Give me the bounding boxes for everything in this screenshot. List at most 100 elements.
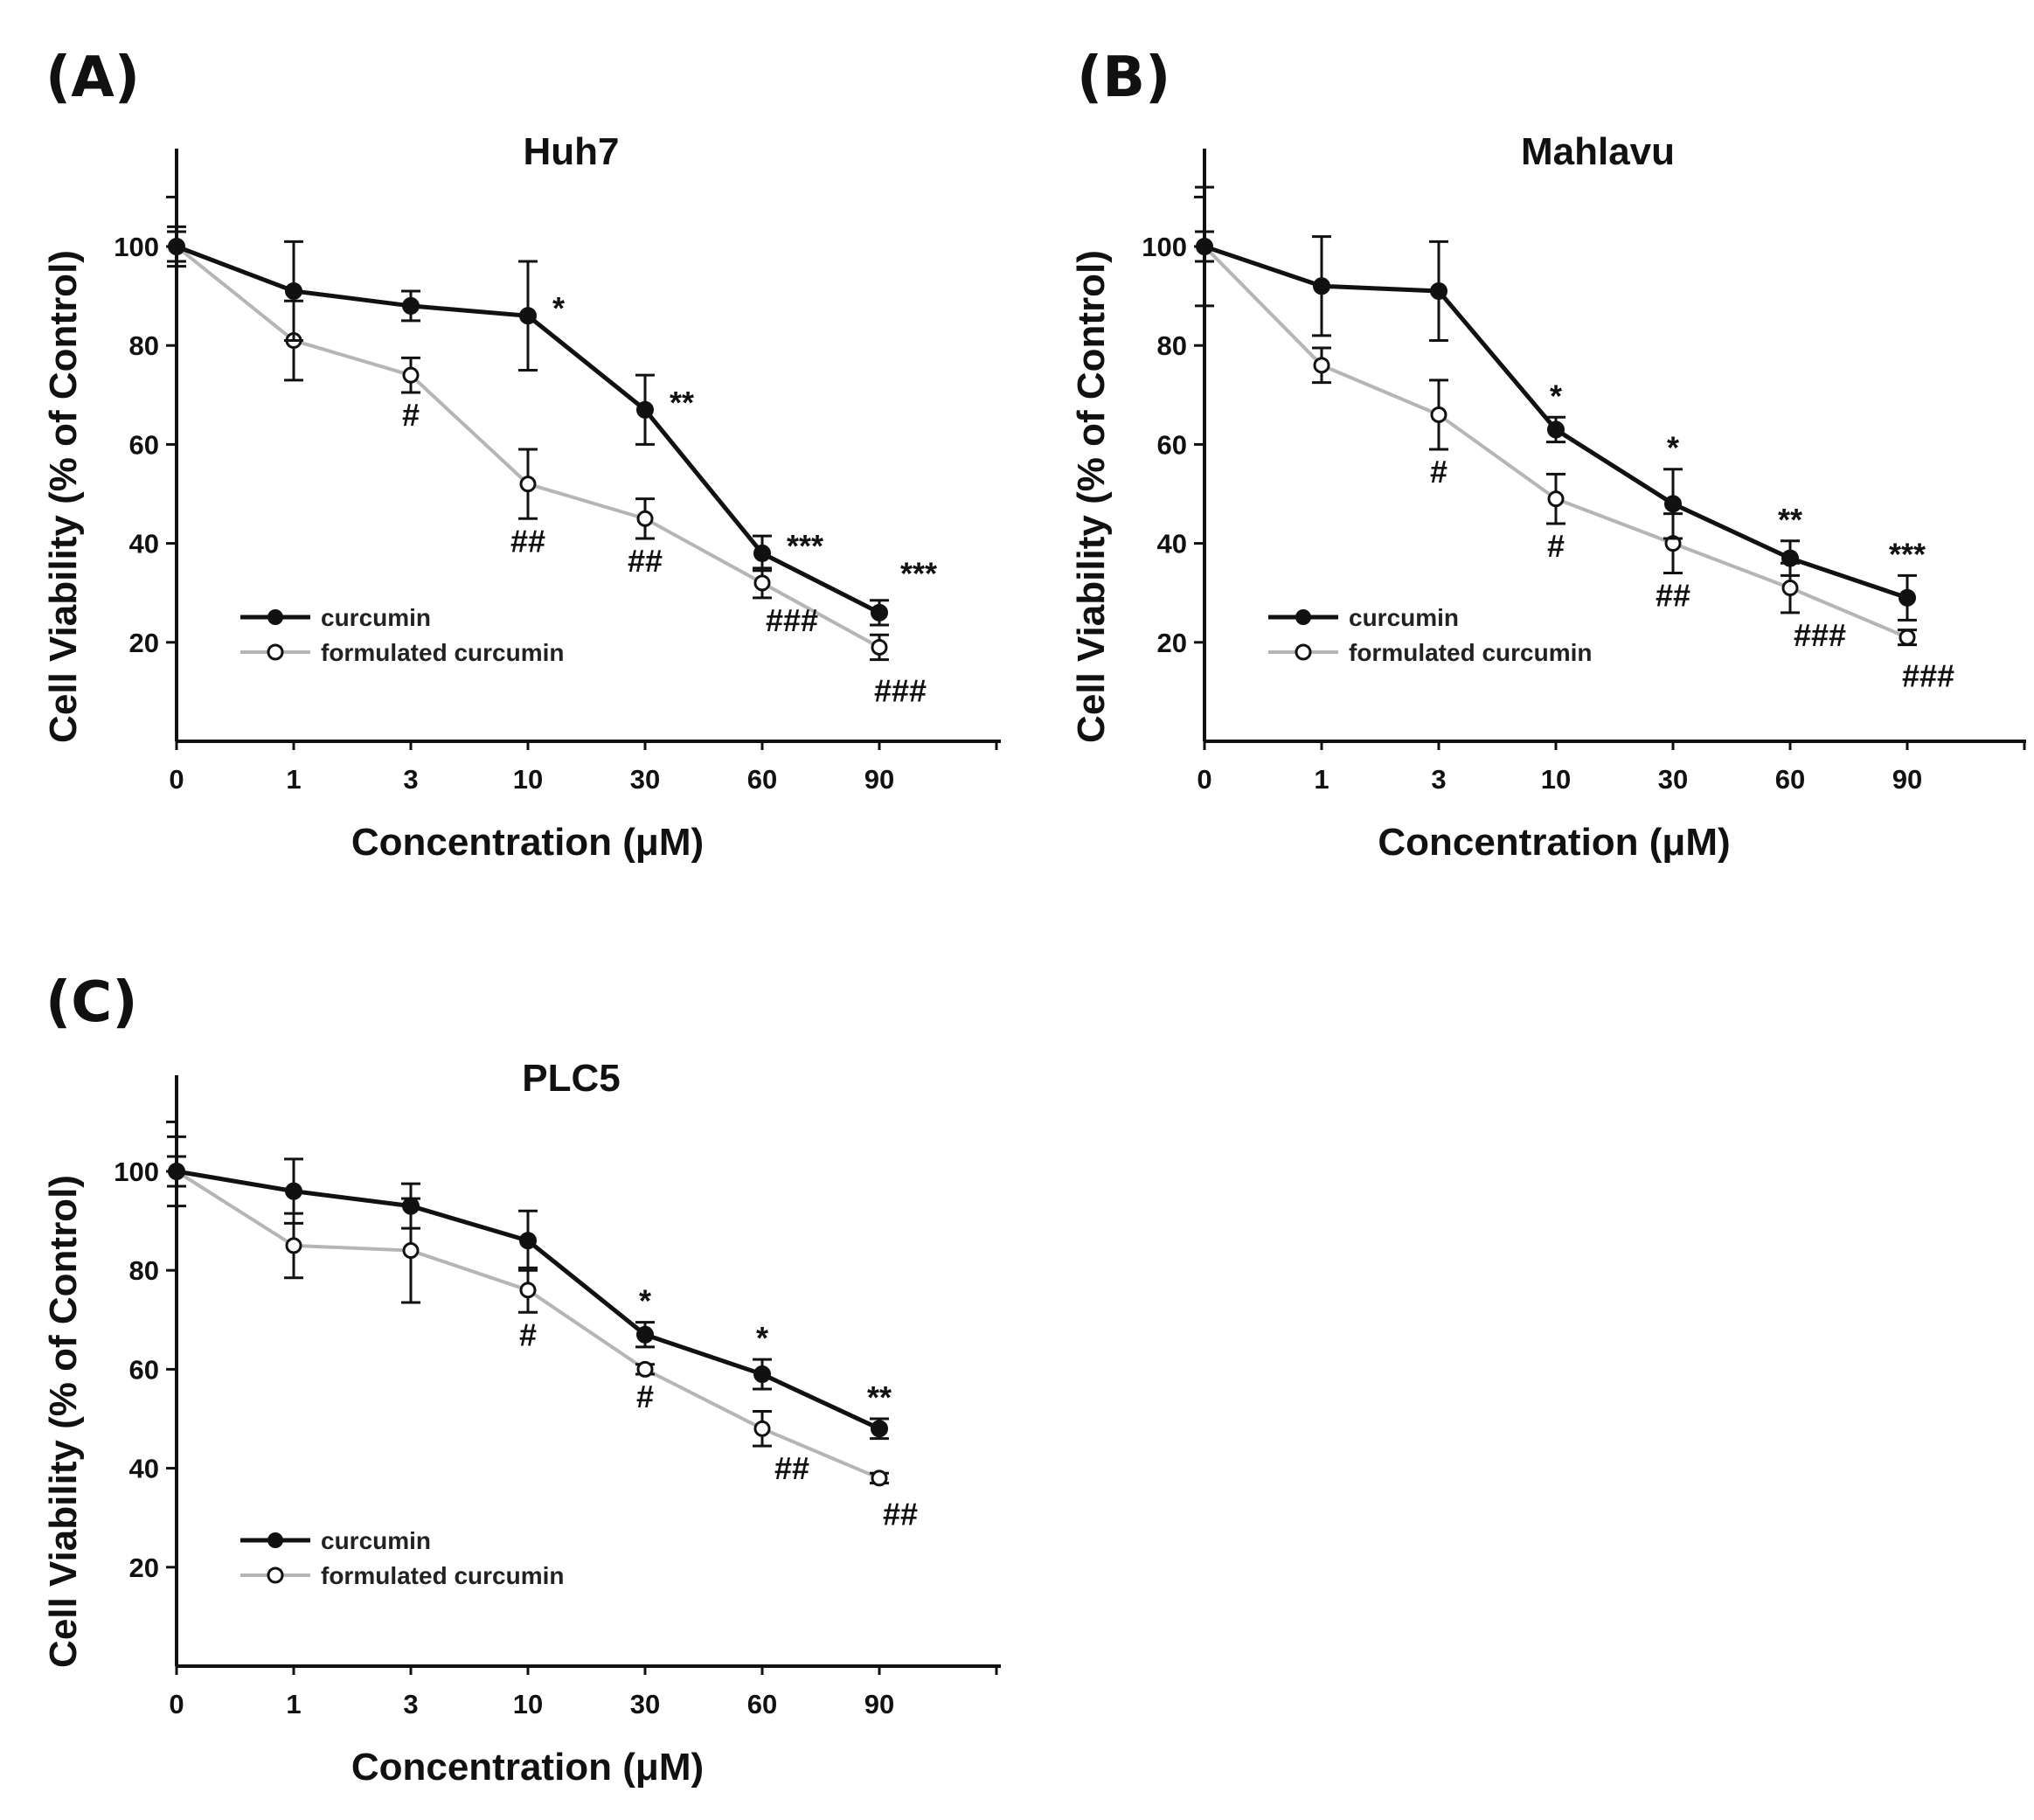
x-tick-label: 30 (630, 764, 660, 795)
chart-title: Huh7 (524, 130, 620, 173)
x-tick-label: 10 (1541, 764, 1571, 795)
y-tick-label: 60 (129, 429, 159, 460)
data-point-formulated-curcumin (753, 574, 771, 592)
legend-marker-curcumin (267, 1532, 283, 1548)
significance-hash: ### (874, 673, 927, 709)
data-point-curcumin (168, 1163, 185, 1180)
data-point-curcumin (1430, 281, 1447, 300)
significance-hash: # (636, 1379, 654, 1414)
data-point-curcumin (168, 238, 185, 255)
significance-hash: ## (510, 523, 545, 559)
data-point-formulated-curcumin (871, 638, 888, 656)
significance-hash: ### (1794, 617, 1846, 653)
data-point-curcumin (871, 1420, 888, 1438)
y-tick-label: 20 (1157, 628, 1187, 658)
significance-star: * (1550, 378, 1562, 413)
y-tick-label: 100 (114, 232, 159, 262)
significance-hash: ### (766, 602, 818, 638)
legend-label-formulated-curcumin: formulated curcumin (1349, 639, 1592, 666)
y-axis-label: Cell Viability (% of Control) (1070, 250, 1113, 743)
significance-hash: # (519, 1316, 537, 1352)
legend-label-curcumin: curcumin (1349, 604, 1459, 631)
data-point-formulated-curcumin (1781, 580, 1799, 597)
significance-star: *** (1889, 536, 1926, 572)
y-tick-label: 80 (1157, 330, 1187, 361)
x-axis-label: Concentration (μM) (351, 1746, 704, 1789)
y-tick-label: 100 (114, 1157, 159, 1187)
data-point-formulated-curcumin (636, 510, 654, 527)
panel-label: (B) (1077, 45, 1170, 110)
y-tick-label: 60 (129, 1354, 159, 1385)
x-tick-label: 10 (513, 1689, 543, 1719)
y-tick-label: 40 (129, 1454, 159, 1484)
data-point-curcumin (753, 544, 771, 562)
chart-panel-2: (B) Mahlavu 20 40 60 80 100 0 1 3 10 30 60 90 Concentr… (1070, 45, 2026, 864)
panel-label: (C) (45, 970, 137, 1035)
data-point-curcumin (285, 1182, 302, 1200)
y-tick-label: 60 (1157, 429, 1187, 460)
significance-star: * (552, 290, 565, 326)
panel-label: (A) (45, 45, 140, 110)
x-tick-label: 90 (864, 1689, 894, 1719)
legend-marker-curcumin (267, 609, 283, 625)
x-tick-label: 90 (864, 764, 894, 795)
x-tick-label: 1 (286, 764, 301, 795)
x-tick-label: 0 (169, 1689, 184, 1719)
data-point-curcumin (1781, 549, 1799, 567)
data-point-curcumin (402, 296, 420, 315)
chart-title: Mahlavu (1521, 130, 1675, 173)
data-point-curcumin (1547, 420, 1565, 439)
x-tick-label: 90 (1892, 764, 1922, 795)
significance-hash: # (402, 397, 420, 433)
y-tick-label: 100 (1142, 232, 1187, 262)
data-point-curcumin (1899, 588, 1916, 607)
significance-hash: ### (1902, 658, 1954, 694)
data-point-curcumin (285, 281, 302, 300)
x-tick-label: 30 (630, 1689, 660, 1719)
data-point-formulated-curcumin (871, 1469, 888, 1487)
y-tick-label: 40 (1157, 529, 1187, 559)
legend-label-curcumin: curcumin (321, 1527, 431, 1554)
significance-hash: ## (628, 543, 663, 579)
data-point-curcumin (753, 1365, 771, 1384)
y-tick-label: 80 (129, 330, 159, 361)
y-tick-label: 20 (129, 628, 159, 658)
significance-star: *** (900, 556, 937, 592)
legend-marker-formulated-curcumin (267, 643, 284, 661)
x-tick-label: 1 (286, 1689, 301, 1719)
data-point-curcumin (1313, 277, 1330, 295)
significance-star: ** (1778, 502, 1802, 538)
x-tick-label: 60 (1775, 764, 1805, 795)
significance-star: * (756, 1320, 768, 1356)
x-tick-label: 60 (747, 1689, 777, 1719)
y-tick-label: 20 (129, 1553, 159, 1583)
legend-label-formulated-curcumin: formulated curcumin (321, 639, 564, 666)
data-point-curcumin (1196, 238, 1213, 255)
chart-title: PLC5 (522, 1057, 620, 1100)
x-tick-label: 30 (1658, 764, 1688, 795)
y-tick-label: 40 (129, 529, 159, 559)
data-point-formulated-curcumin (402, 1242, 420, 1260)
significance-hash: ## (1656, 578, 1690, 614)
legend-marker-formulated-curcumin (267, 1566, 284, 1584)
y-tick-label: 80 (129, 1255, 159, 1286)
data-point-formulated-curcumin (636, 1360, 654, 1378)
x-tick-label: 3 (403, 764, 418, 795)
data-point-formulated-curcumin (1430, 406, 1447, 423)
data-point-formulated-curcumin (519, 476, 537, 493)
data-point-curcumin (636, 400, 654, 419)
data-point-formulated-curcumin (1547, 490, 1565, 508)
significance-star: ** (867, 1379, 892, 1415)
chart-panel-3: (C) PLC5 20 40 60 80 100 0 1 3 10 30 60 90 Concentrati… (42, 970, 1001, 1789)
data-point-curcumin (871, 603, 888, 622)
data-point-formulated-curcumin (753, 1420, 771, 1437)
significance-hash: # (1430, 454, 1447, 490)
data-point-formulated-curcumin (402, 366, 420, 384)
legend-label-formulated-curcumin: formulated curcumin (321, 1562, 564, 1589)
y-axis-label: Cell Viability (% of Control) (42, 1175, 85, 1668)
chart-panel-1: (A) Huh7 20 40 60 80 100 0 1 3 10 30 60 90 Concentrati… (42, 45, 1001, 864)
data-point-curcumin (402, 1197, 420, 1215)
data-point-formulated-curcumin (285, 1237, 302, 1254)
x-tick-label: 1 (1314, 764, 1329, 795)
data-point-curcumin (1664, 495, 1682, 513)
